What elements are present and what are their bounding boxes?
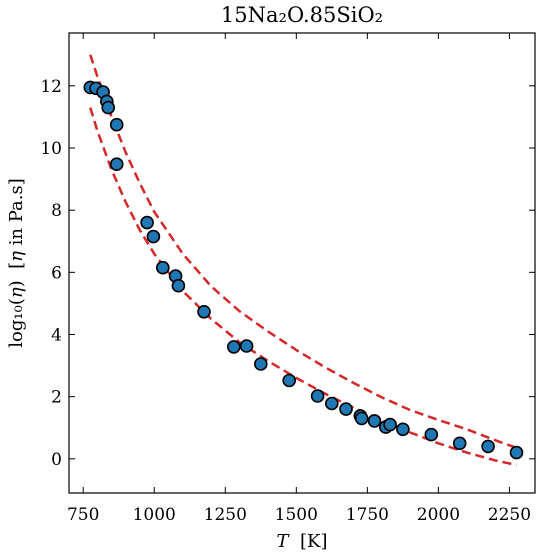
data-point-25 xyxy=(383,417,397,432)
y-tick-label: 4 xyxy=(51,325,62,345)
data-points xyxy=(83,80,524,460)
data-point-18 xyxy=(310,389,325,403)
y-tick-label: 0 xyxy=(51,450,62,470)
y-tick-label: 8 xyxy=(51,201,62,221)
data-point-6 xyxy=(109,117,124,132)
data-point-8 xyxy=(140,215,154,230)
y-axis-ticks: 0 2 4 6 8 10 12 xyxy=(40,77,535,470)
data-point-15 xyxy=(239,339,254,353)
y-tick-label: 10 xyxy=(40,139,62,159)
data-point-17 xyxy=(282,373,297,388)
x-tick-label: 2000 xyxy=(417,505,460,525)
x-tick-label: 750 xyxy=(67,505,99,525)
data-point-12 xyxy=(171,278,186,293)
data-point-26 xyxy=(396,422,410,437)
x-tick-label: 1500 xyxy=(275,505,318,525)
fit-curves xyxy=(89,54,517,467)
x-tick-label: 1750 xyxy=(346,505,389,525)
x-axis-label: T [K] xyxy=(277,531,328,552)
chart-title: 15Na₂O.85SiO₂ xyxy=(221,3,383,27)
data-point-13 xyxy=(197,304,211,319)
y-tick-label: 12 xyxy=(40,77,62,97)
data-point-14 xyxy=(227,340,241,354)
x-tick-label: 1000 xyxy=(133,505,176,525)
data-point-5 xyxy=(101,100,115,115)
x-tick-label: 2250 xyxy=(488,505,531,525)
data-point-9 xyxy=(146,229,161,244)
data-point-20 xyxy=(339,402,353,416)
data-point-27 xyxy=(424,427,439,442)
plot-frame xyxy=(68,32,536,494)
fit-curve-2 xyxy=(89,107,517,467)
data-point-22 xyxy=(354,411,369,426)
data-point-23 xyxy=(367,414,382,428)
data-point-7 xyxy=(109,157,124,171)
y-tick-label: 2 xyxy=(51,388,62,408)
fit-curve-1 xyxy=(89,54,517,450)
x-tick-label: 1250 xyxy=(204,505,247,525)
data-point-29 xyxy=(481,439,495,454)
data-point-28 xyxy=(452,436,467,451)
data-point-16 xyxy=(253,357,268,371)
y-tick-label: 6 xyxy=(51,263,62,283)
data-point-30 xyxy=(509,445,524,460)
y-axis-label: log₁₀(η) [η in Pa.s] xyxy=(6,178,27,347)
data-point-19 xyxy=(324,396,339,411)
data-point-10 xyxy=(156,260,170,275)
x-axis-ticks: 750 1000 1250 1500 1750 2000 2250 xyxy=(67,33,531,525)
